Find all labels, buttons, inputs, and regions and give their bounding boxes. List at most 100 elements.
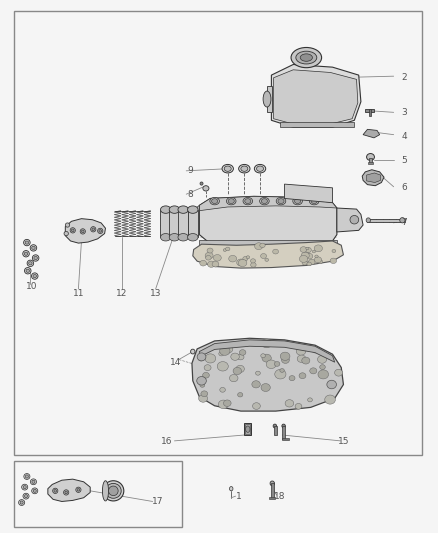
Polygon shape — [193, 205, 199, 239]
Ellipse shape — [24, 239, 30, 246]
Ellipse shape — [213, 255, 221, 261]
Ellipse shape — [265, 259, 268, 261]
Ellipse shape — [205, 354, 216, 363]
Ellipse shape — [24, 252, 28, 255]
Bar — [245, 424, 250, 434]
Ellipse shape — [300, 54, 312, 61]
Ellipse shape — [23, 493, 29, 499]
Text: 8: 8 — [188, 190, 194, 199]
Text: 10: 10 — [26, 282, 38, 291]
Ellipse shape — [253, 403, 260, 409]
Ellipse shape — [23, 251, 29, 257]
Ellipse shape — [243, 256, 248, 261]
Ellipse shape — [197, 353, 206, 361]
Ellipse shape — [178, 206, 188, 213]
Bar — [274, 426, 277, 435]
Ellipse shape — [203, 373, 209, 378]
Ellipse shape — [318, 370, 328, 379]
Bar — [368, 163, 373, 165]
Ellipse shape — [263, 91, 271, 107]
Ellipse shape — [27, 260, 34, 266]
Ellipse shape — [245, 199, 251, 204]
Ellipse shape — [367, 154, 374, 160]
Ellipse shape — [251, 263, 256, 267]
Ellipse shape — [332, 249, 336, 253]
Ellipse shape — [219, 400, 229, 409]
Ellipse shape — [25, 475, 28, 478]
Ellipse shape — [64, 490, 69, 495]
Ellipse shape — [219, 352, 224, 356]
Ellipse shape — [238, 260, 247, 266]
Ellipse shape — [327, 380, 336, 389]
Ellipse shape — [98, 228, 103, 233]
Ellipse shape — [237, 392, 243, 397]
Bar — [169, 209, 180, 237]
Ellipse shape — [286, 342, 291, 346]
Ellipse shape — [400, 217, 405, 223]
Ellipse shape — [32, 488, 38, 494]
Polygon shape — [193, 241, 343, 268]
Bar — [369, 158, 372, 163]
Ellipse shape — [160, 233, 171, 241]
Ellipse shape — [299, 373, 306, 378]
Ellipse shape — [318, 356, 327, 364]
Bar — [283, 426, 286, 439]
Ellipse shape — [301, 252, 309, 259]
Polygon shape — [192, 338, 343, 411]
Ellipse shape — [306, 247, 309, 250]
Polygon shape — [65, 219, 106, 243]
Ellipse shape — [24, 473, 30, 479]
Ellipse shape — [231, 353, 239, 360]
Ellipse shape — [208, 261, 215, 268]
Text: 3: 3 — [402, 108, 407, 117]
Ellipse shape — [65, 491, 67, 494]
Ellipse shape — [246, 426, 250, 432]
Ellipse shape — [201, 391, 208, 397]
Ellipse shape — [276, 197, 286, 205]
Ellipse shape — [207, 248, 213, 253]
Ellipse shape — [294, 199, 300, 204]
Ellipse shape — [187, 206, 198, 213]
Ellipse shape — [300, 255, 308, 262]
Ellipse shape — [32, 480, 35, 483]
Text: 4: 4 — [402, 132, 407, 141]
Ellipse shape — [243, 197, 253, 205]
Text: 6: 6 — [402, 183, 407, 192]
Ellipse shape — [296, 347, 306, 355]
Ellipse shape — [293, 197, 302, 205]
Ellipse shape — [223, 400, 231, 407]
Ellipse shape — [169, 206, 180, 213]
Ellipse shape — [266, 360, 276, 368]
Ellipse shape — [28, 262, 32, 265]
Polygon shape — [199, 340, 335, 362]
Ellipse shape — [260, 243, 265, 248]
Ellipse shape — [285, 400, 294, 407]
Ellipse shape — [318, 260, 323, 264]
Ellipse shape — [53, 488, 58, 494]
Ellipse shape — [330, 258, 337, 263]
Ellipse shape — [54, 489, 57, 492]
Ellipse shape — [21, 484, 28, 490]
Ellipse shape — [65, 223, 70, 227]
Bar — [369, 109, 371, 116]
Ellipse shape — [32, 246, 35, 249]
Ellipse shape — [325, 395, 336, 404]
Ellipse shape — [25, 495, 28, 498]
Ellipse shape — [32, 273, 38, 279]
Ellipse shape — [305, 252, 310, 256]
Ellipse shape — [254, 243, 263, 249]
Bar — [365, 109, 374, 112]
Text: 5: 5 — [402, 156, 407, 165]
Ellipse shape — [237, 354, 244, 360]
Ellipse shape — [226, 247, 230, 251]
Ellipse shape — [261, 354, 265, 358]
Ellipse shape — [241, 166, 248, 171]
Ellipse shape — [200, 383, 205, 387]
Ellipse shape — [280, 352, 290, 360]
Bar — [178, 209, 188, 237]
Text: 13: 13 — [150, 288, 162, 297]
Ellipse shape — [261, 199, 268, 204]
Bar — [14, 11, 422, 455]
Ellipse shape — [312, 348, 318, 353]
Polygon shape — [337, 208, 363, 232]
